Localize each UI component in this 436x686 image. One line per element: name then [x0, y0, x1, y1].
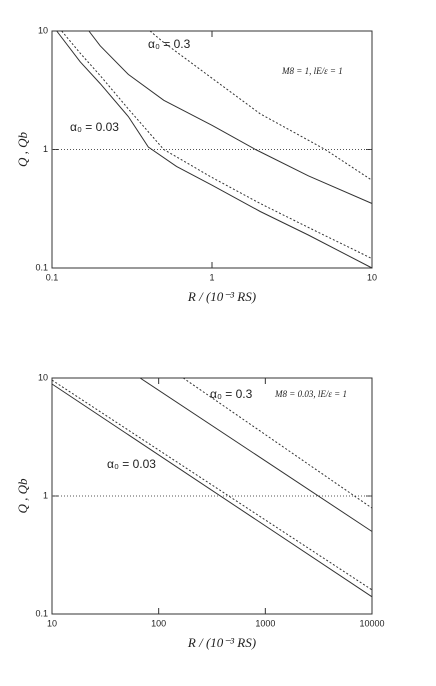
curve: [149, 30, 373, 181]
curve: [61, 30, 373, 260]
chart-panel: 0.1 1 10 0.1 1 10 R / (10⁻³ RS) Q , Qb α₀ = 0.3 α…: [15, 25, 377, 304]
y-tick-label: 10: [38, 25, 48, 35]
curve: [51, 383, 373, 598]
y-axis-label: Q , Qb: [15, 131, 30, 167]
x-tick-label: 10: [47, 618, 57, 628]
x-tick-label: 100: [151, 618, 166, 628]
annotation: M8 = 0.03, lE/ε = 1: [274, 389, 347, 399]
y-tick-label: 10: [38, 372, 48, 382]
x-tick-label: 1000: [255, 618, 275, 628]
curve: [139, 377, 373, 532]
annotation: α₀ = 0.03: [70, 120, 119, 134]
annotation: α₀ = 0.3: [210, 387, 253, 401]
annotation: α₀ = 0.3: [148, 37, 191, 51]
x-tick-label: 1: [209, 272, 214, 282]
x-tick-label: 0.1: [46, 272, 59, 282]
x-axis-label: R / (10⁻³ RS): [187, 289, 256, 304]
x-axis-label: R / (10⁻³ RS): [187, 635, 256, 650]
y-tick-label: 1: [43, 144, 48, 154]
x-tick-label: 10000: [359, 618, 384, 628]
y-tick-label: 0.1: [35, 262, 48, 272]
y-tick-label: 1: [43, 490, 48, 500]
curve: [88, 30, 373, 204]
x-tick-label: 10: [367, 272, 377, 282]
curve: [51, 379, 373, 591]
y-tick-label: 0.1: [35, 608, 48, 618]
y-axis-label: Q , Qb: [15, 478, 30, 514]
annotation: α₀ = 0.03: [107, 457, 156, 471]
chart-panel: 10 100 1000 10000 0.1 1 10 R / (10⁻³ RS) Q , Qb α…: [15, 372, 385, 650]
curve: [56, 30, 373, 269]
annotation: M8 = 1, lE/ε = 1: [281, 66, 343, 76]
